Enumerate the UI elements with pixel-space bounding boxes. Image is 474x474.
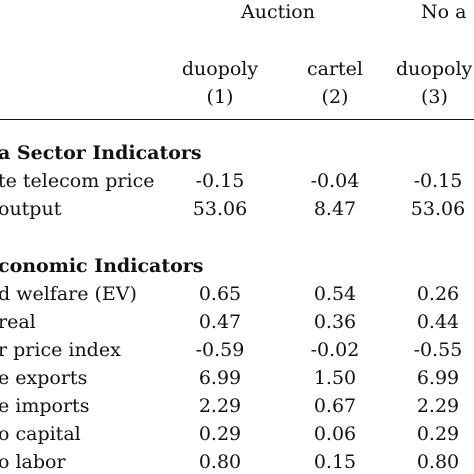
table-cell: 0.26: [416, 283, 460, 305]
table-cell: 0.36: [313, 311, 357, 333]
table-cell: 0.54: [313, 283, 357, 305]
table-cell: 53.06: [192, 198, 248, 220]
table-cell: -0.15: [195, 170, 245, 192]
row-label: e imports: [0, 395, 90, 417]
row-label: output: [0, 198, 62, 220]
column-label-1: duopoly: [181, 58, 259, 80]
table-cell: 6.99: [198, 367, 242, 389]
group-header-auction: Auction: [241, 1, 315, 23]
table-cell: -0.04: [310, 170, 360, 192]
table-cell: 0.47: [198, 311, 242, 333]
table-cell: 0.80: [198, 451, 242, 473]
table-cell: 2.29: [416, 395, 460, 417]
group-header-no-auction: No a: [421, 1, 467, 23]
table-cell: 0.44: [416, 311, 460, 333]
table-cell: 6.99: [416, 367, 460, 389]
column-label-3: duopoly: [396, 58, 473, 80]
table-cell: 53.06: [410, 198, 466, 220]
table-cell: 0.29: [198, 423, 242, 445]
column-number-2: (2): [321, 86, 349, 108]
section-title-economic: conomic Indicators: [0, 255, 204, 277]
table-cell: 1.50: [313, 367, 357, 389]
table-cell: -0.02: [310, 339, 360, 361]
table-cell: 0.15: [313, 451, 357, 473]
table-cell: 8.47: [313, 198, 357, 220]
table-cell: -0.15: [413, 170, 463, 192]
table-cell: 0.80: [416, 451, 460, 473]
row-label: o labor: [0, 451, 66, 473]
column-number-1: (1): [206, 86, 234, 108]
header-rule: [0, 119, 474, 120]
row-label: d welfare (EV): [0, 283, 137, 305]
row-label: r price index: [0, 339, 121, 361]
table-cell: 2.29: [198, 395, 242, 417]
table-cell: 0.06: [313, 423, 357, 445]
row-label: real: [0, 311, 36, 333]
row-label: te telecom price: [0, 170, 155, 192]
row-label: o capital: [0, 423, 81, 445]
column-label-2: cartel: [306, 58, 364, 80]
column-number-3: (3): [421, 86, 448, 108]
table-cell: 0.29: [416, 423, 460, 445]
table-cell: -0.59: [195, 339, 245, 361]
table-cell: 0.65: [198, 283, 242, 305]
section-title-sector: a Sector Indicators: [0, 142, 202, 164]
table-cell: 0.67: [313, 395, 357, 417]
table-cell: -0.55: [413, 339, 463, 361]
row-label: e exports: [0, 367, 88, 389]
